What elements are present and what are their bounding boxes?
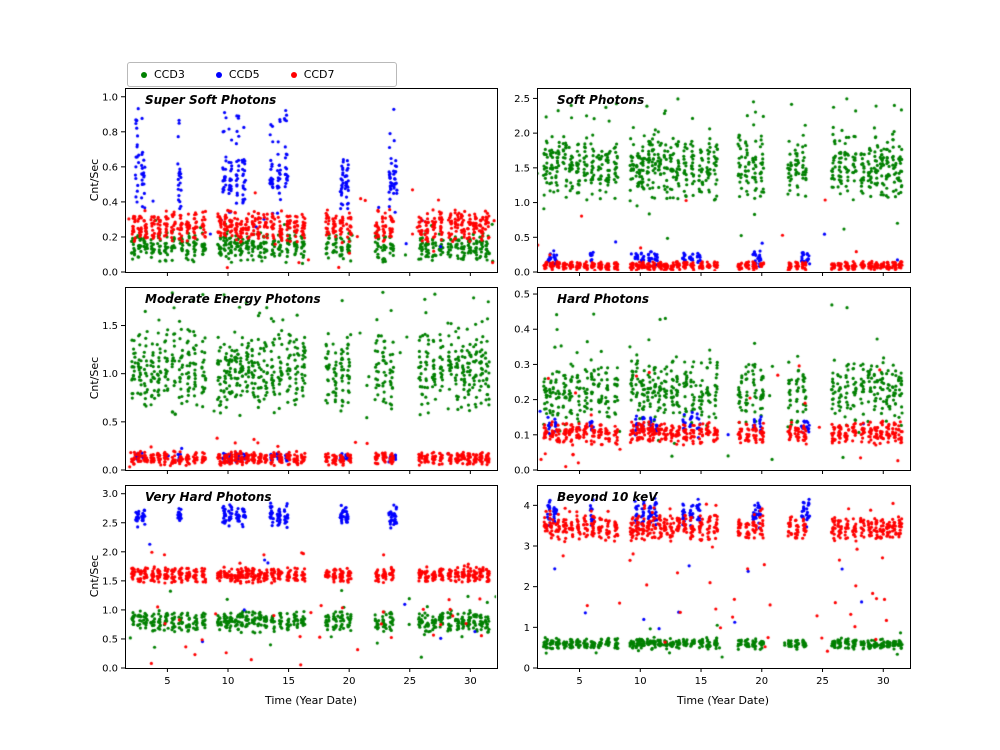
x-tick-label: 10 [222, 676, 235, 687]
y-tick-label: 0.5 [514, 233, 530, 244]
legend-label: CCD5 [228, 68, 260, 81]
plot-frame [537, 485, 911, 669]
x-tick-label: 20 [755, 676, 768, 687]
y-tick-label: 1.5 [102, 576, 118, 587]
y-tick-label: 1.0 [514, 198, 530, 209]
y-tick-label: 0.0 [102, 664, 118, 675]
y-tick-label: 0.4 [514, 325, 530, 336]
x-tick-label: 15 [695, 676, 708, 687]
y-axis-label: Cnt/Sec [88, 554, 101, 598]
y-tick-label: 0.6 [102, 162, 118, 173]
y-tick-label: 1.0 [102, 605, 118, 616]
y-tick-label: 0.2 [102, 232, 118, 243]
y-tick-label: 0.8 [102, 127, 118, 138]
y-tick-label: 2.0 [102, 547, 118, 558]
x-tick-label: 5 [576, 676, 582, 687]
plot-frame [125, 287, 498, 471]
y-tick-label: 0.3 [514, 360, 530, 371]
x-tick-label: 25 [816, 676, 829, 687]
y-tick-label: 3 [524, 542, 530, 553]
legend-item-ccd7: CCD7 [290, 68, 353, 81]
y-tick-label: 0.5 [102, 417, 118, 428]
legend-label: CCD3 [154, 68, 185, 81]
subplot-title-moderate: Moderate Energy Photons [145, 292, 321, 306]
legend: CCD3 CCD5 CCD7 [127, 62, 397, 87]
y-tick-label: 3.0 [102, 489, 118, 500]
x-tick-label: 30 [877, 676, 890, 687]
y-tick-label: 0.0 [102, 268, 118, 279]
subplot-title-super-soft: Super Soft Photons [145, 93, 277, 107]
y-tick-label: 0 [524, 664, 530, 675]
y-axis-label: Cnt/Sec [88, 356, 101, 400]
y-tick-label: 2.5 [514, 94, 530, 105]
plot-frame [537, 287, 911, 471]
x-axis-label: Time (Year Date) [264, 694, 358, 707]
y-tick-label: 2.0 [514, 129, 530, 140]
y-tick-label: 0.0 [514, 268, 530, 279]
y-tick-label: 1.5 [102, 321, 118, 332]
x-tick-label: 30 [464, 676, 477, 687]
y-tick-label: 1 [524, 623, 530, 634]
subplot-title-very-hard: Very Hard Photons [145, 490, 272, 504]
ccd7-marker-icon [290, 71, 297, 78]
y-tick-label: 2 [524, 582, 530, 593]
x-tick-label: 20 [343, 676, 356, 687]
x-axis-label: Time (Year Date) [676, 694, 770, 707]
subplot-title-hard: Hard Photons [557, 292, 650, 306]
x-tick-label: 10 [634, 676, 647, 687]
ccd3-marker-icon [141, 71, 147, 78]
y-tick-label: 1.0 [102, 369, 118, 380]
y-tick-label: 2.5 [102, 518, 118, 529]
x-tick-label: 25 [403, 676, 416, 687]
y-tick-label: 0.0 [102, 466, 118, 477]
y-tick-label: 0.5 [514, 290, 530, 301]
plot-frame [537, 88, 911, 273]
y-tick-label: 0.0 [514, 466, 530, 477]
y-tick-label: 1.0 [102, 92, 118, 103]
ccd5-marker-icon [215, 71, 222, 78]
x-tick-label: 15 [282, 676, 295, 687]
y-tick-label: 0.2 [514, 395, 530, 406]
y-axis-label: Cnt/Sec [88, 158, 101, 202]
subplot-title-beyond-10kev: Beyond 10 keV [557, 490, 658, 504]
legend-label: CCD7 [303, 68, 335, 81]
y-tick-label: 0.1 [514, 430, 530, 441]
x-tick-label: 5 [164, 676, 170, 687]
plot-frame [125, 88, 498, 273]
y-tick-label: 1.5 [514, 163, 530, 174]
legend-item-ccd3: CCD3 [141, 68, 203, 81]
legend-item-ccd5: CCD5 [215, 68, 278, 81]
y-tick-label: 0.4 [102, 197, 118, 208]
y-tick-label: 0.5 [102, 634, 118, 645]
subplot-title-soft: Soft Photons [557, 93, 645, 107]
y-tick-label: 4 [524, 501, 530, 512]
plot-frame [125, 485, 498, 669]
